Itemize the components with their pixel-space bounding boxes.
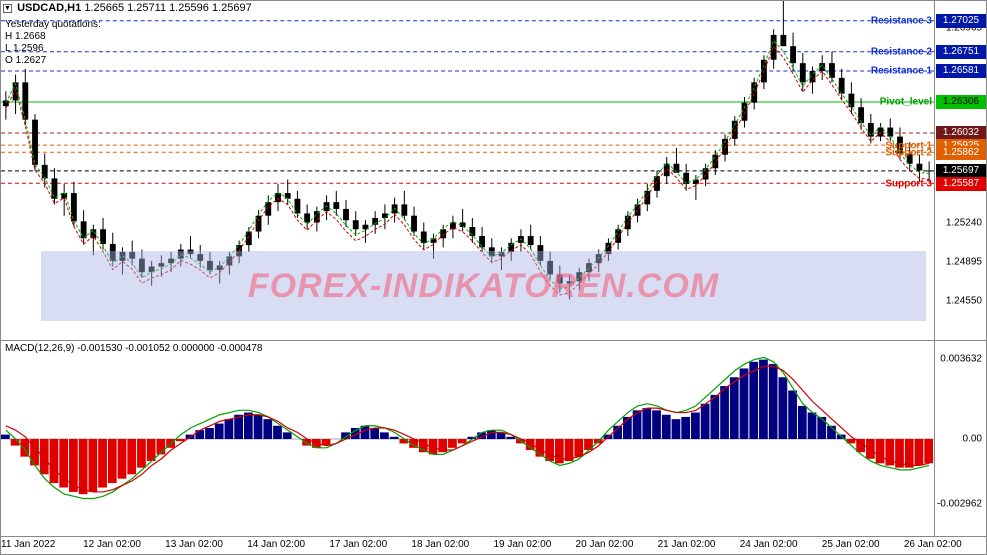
level-label: Resistance 2 [871, 46, 932, 57]
xaxis-tick: 14 Jan 02:00 [247, 537, 329, 554]
symbol-label: USDCAD,H1 [17, 2, 81, 14]
price-ytick: 1.25240 [946, 218, 982, 229]
macd-ytick: -0.002962 [937, 499, 982, 510]
level-label: Support 2 [885, 147, 932, 158]
xaxis-tick: 26 Jan 02:00 [904, 537, 986, 554]
macd-ytick: 0.003632 [940, 353, 982, 364]
price-panel[interactable]: ▼ USDCAD,H1 1.25665 1.25711 1.25596 1.25… [1, 1, 986, 341]
price-ytick: 1.24895 [946, 257, 982, 268]
xaxis-tick: 11 Jan 2022 [1, 537, 83, 554]
xaxis-tick: 19 Jan 02:00 [493, 537, 575, 554]
price-box: 1.27025 [936, 14, 986, 28]
price-ytick: 1.24550 [946, 296, 982, 307]
macd-panel[interactable]: MACD(12,26,9) -0.001530 -0.001052 0.0000… [1, 341, 986, 537]
xaxis-tick: 24 Jan 02:00 [740, 537, 822, 554]
xaxis-tick: 21 Jan 02:00 [658, 537, 740, 554]
macd-svg [1, 341, 934, 537]
level-label: Pivot_level [880, 97, 932, 108]
xaxis-tick: 17 Jan 02:00 [329, 537, 411, 554]
level-label: Support 3 [885, 178, 932, 189]
yesterday-quotations: Yesterday quotations: H 1.2668 L 1.2596 … [5, 19, 101, 67]
watermark: FOREX-INDIKATOREN.COM [41, 251, 926, 321]
price-box: 1.25862 [936, 146, 986, 160]
yq-open: O 1.2627 [5, 55, 101, 67]
price-box: 1.26306 [936, 95, 986, 109]
time-axis: 11 Jan 202212 Jan 02:0013 Jan 02:0014 Ja… [1, 536, 986, 554]
yq-low: L 1.2596 [5, 43, 101, 55]
xaxis-tick: 18 Jan 02:00 [411, 537, 493, 554]
level-label: Resistance 3 [871, 15, 932, 26]
xaxis-tick: 20 Jan 02:00 [576, 537, 658, 554]
macd-plot-area[interactable] [1, 341, 934, 537]
yq-title: Yesterday quotations: [5, 19, 101, 31]
chart-title: ▼ USDCAD,H1 1.25665 1.25711 1.25596 1.25… [3, 2, 252, 14]
ohlc-readout: 1.25665 1.25711 1.25596 1.25697 [84, 2, 251, 14]
mt4-chart-window: ▼ USDCAD,H1 1.25665 1.25711 1.25596 1.25… [0, 0, 987, 555]
yq-high: H 1.2668 [5, 31, 101, 43]
macd-yaxis: 0.003632 0.00 -0.002962 [934, 341, 986, 537]
macd-ytick: 0.00 [963, 434, 982, 445]
xaxis-tick: 25 Jan 02:00 [822, 537, 904, 554]
dropdown-icon[interactable]: ▼ [3, 4, 12, 13]
price-box: 1.25587 [936, 177, 986, 191]
xaxis-tick: 13 Jan 02:00 [165, 537, 247, 554]
macd-label: MACD(12,26,9) -0.001530 -0.001052 0.0000… [5, 343, 262, 354]
price-box: 1.26581 [936, 64, 986, 78]
price-box: 1.26751 [936, 45, 986, 59]
watermark-text: FOREX-INDIKATOREN.COM [248, 267, 719, 306]
xaxis-tick: 12 Jan 02:00 [83, 537, 165, 554]
level-label: Resistance 1 [871, 66, 932, 77]
